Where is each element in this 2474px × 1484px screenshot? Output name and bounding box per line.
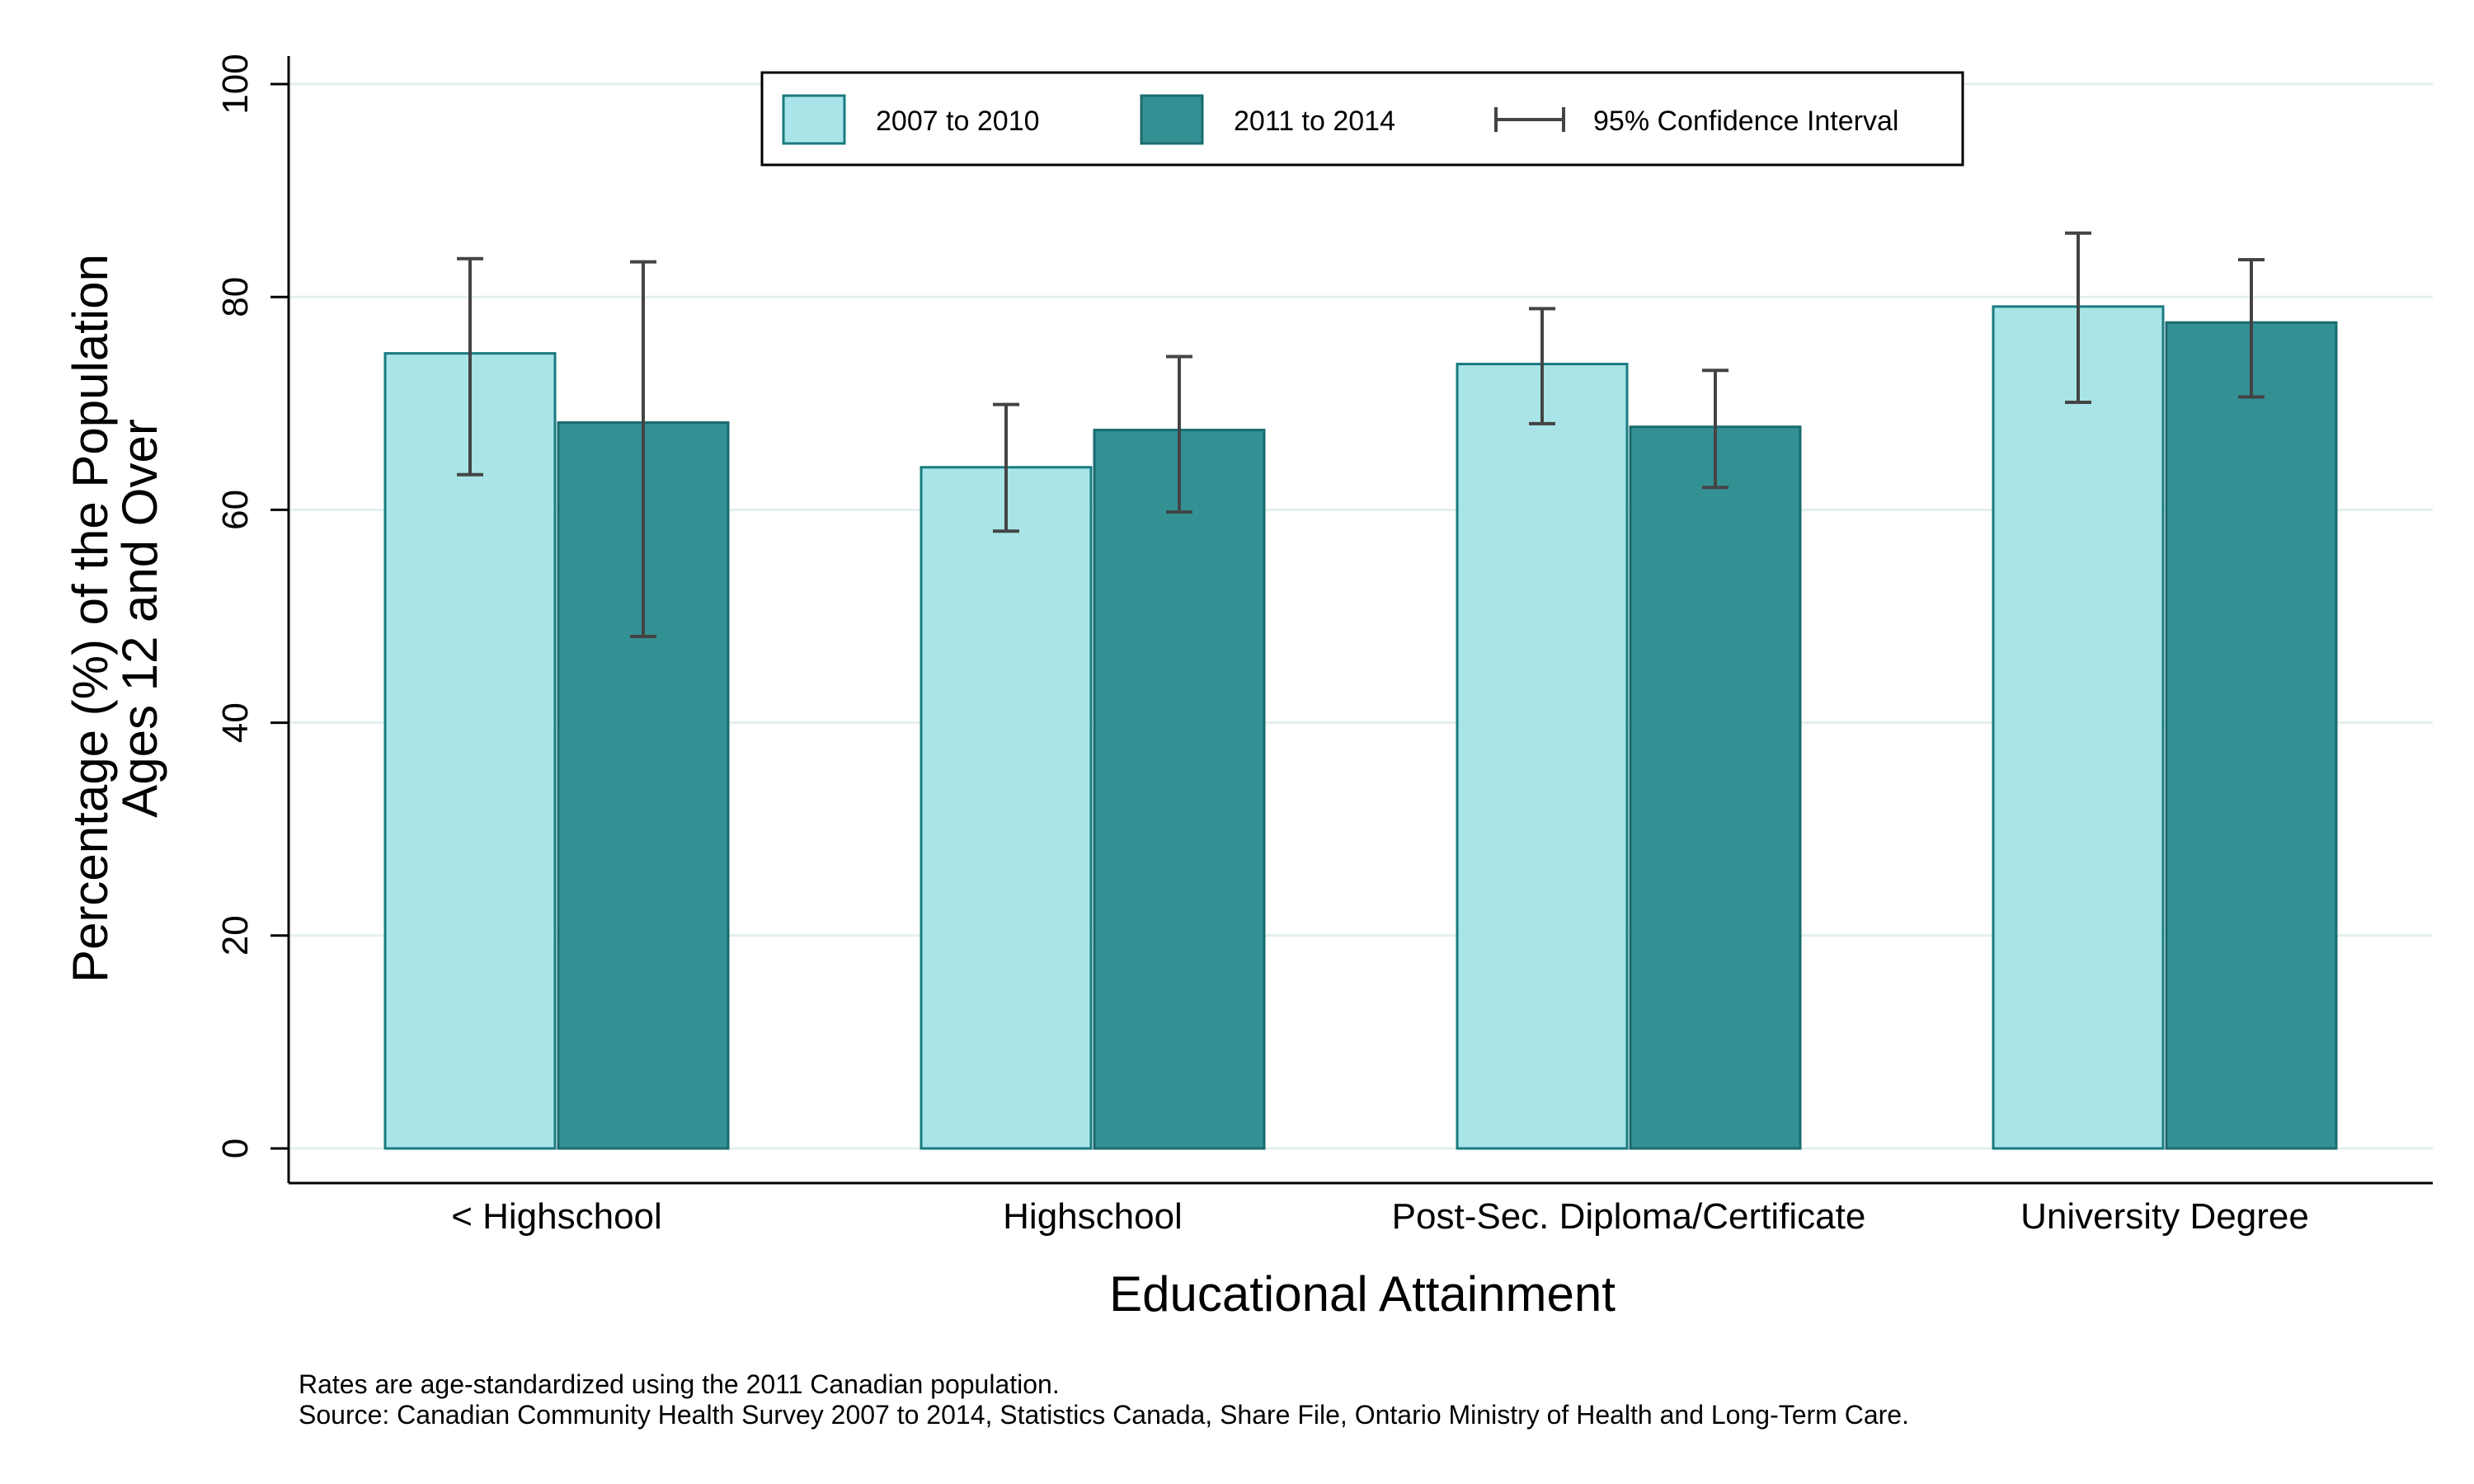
legend-swatch-2007-2010 bbox=[782, 94, 846, 145]
y-axis-title-line2: Ages 12 and Over bbox=[112, 419, 167, 818]
y-axis-title: Percentage (%) of the Population Ages 12… bbox=[63, 254, 167, 983]
bar bbox=[383, 352, 557, 1150]
bar bbox=[1456, 363, 1629, 1150]
error-bar bbox=[1702, 369, 1729, 490]
bars bbox=[383, 305, 2338, 1150]
legend-ci-symbol bbox=[1494, 107, 1565, 132]
axes bbox=[287, 56, 2433, 1185]
error-bar bbox=[1529, 307, 1555, 425]
legend-label-2011-2014: 2011 to 2014 bbox=[1234, 106, 1395, 137]
error-bar bbox=[1166, 355, 1192, 514]
footnote-source: Source: Canadian Community Health Survey… bbox=[299, 1400, 1909, 1430]
error-bar bbox=[2065, 231, 2091, 405]
x-tick-labels: < Highschool Highschool Post-Sec. Diploma/… bbox=[451, 1196, 2309, 1237]
x-tick-label: University Degree bbox=[2020, 1196, 2309, 1237]
y-tick-label: 40 bbox=[215, 702, 256, 743]
x-axis-title: Educational Attainment bbox=[1109, 1266, 1616, 1322]
y-ticks: 0 20 40 60 80 100 bbox=[215, 54, 289, 1158]
legend-label-ci: 95% Confidence Interval bbox=[1593, 106, 1898, 137]
legend-frame bbox=[760, 71, 1964, 167]
x-tick-label: Post-Sec. Diploma/Certificate bbox=[1392, 1196, 1866, 1237]
error-bar bbox=[993, 402, 1019, 533]
bar bbox=[920, 466, 1093, 1150]
y-tick-label: 0 bbox=[215, 1139, 256, 1158]
bar bbox=[2165, 321, 2338, 1150]
legend-label-2007-2010: 2007 to 2010 bbox=[876, 106, 1040, 137]
footnote-rates: Rates are age-standardized using the 201… bbox=[299, 1369, 1060, 1399]
legend: 2007 to 2010 2011 to 2014 95% Confidence… bbox=[760, 71, 1964, 167]
legend-swatch-2011-2014 bbox=[1140, 94, 1204, 145]
error-bar bbox=[457, 256, 483, 477]
y-tick-label: 80 bbox=[215, 277, 256, 317]
y-tick-label: 20 bbox=[215, 915, 256, 956]
bar bbox=[1629, 425, 1802, 1150]
bar bbox=[1992, 305, 2165, 1150]
error-bars bbox=[457, 231, 2265, 639]
x-tick-label: < Highschool bbox=[451, 1196, 662, 1237]
error-bar bbox=[630, 260, 656, 639]
bar bbox=[1093, 429, 1266, 1150]
y-axis-title-line1: Percentage (%) of the Population bbox=[63, 254, 118, 983]
y-tick-label: 100 bbox=[215, 54, 256, 114]
x-tick-label: Highschool bbox=[1003, 1196, 1183, 1237]
error-bar bbox=[2238, 258, 2265, 399]
y-tick-label: 60 bbox=[215, 490, 256, 530]
